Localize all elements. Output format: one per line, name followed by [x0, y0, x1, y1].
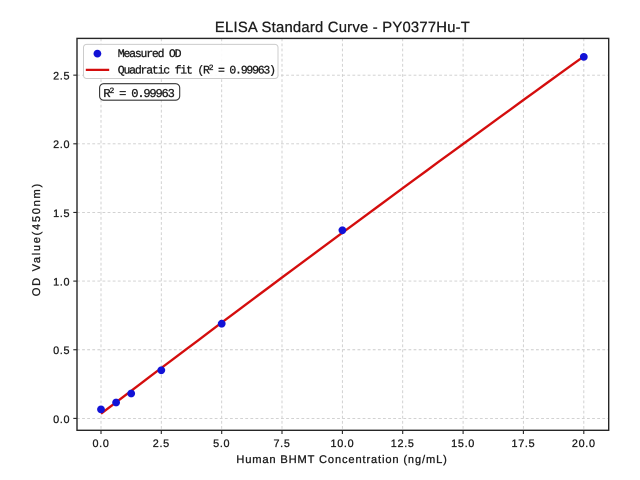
svg-text:0.5: 0.5: [53, 345, 70, 357]
svg-text:Quadratic fit (R2 = 0.99963): Quadratic fit (R2 = 0.99963): [118, 64, 275, 78]
svg-text:OD Value(450nm): OD Value(450nm): [31, 182, 43, 296]
svg-text:7.5: 7.5: [273, 438, 290, 450]
svg-text:5.0: 5.0: [213, 438, 230, 450]
svg-text:1.0: 1.0: [53, 277, 70, 289]
svg-text:1.5: 1.5: [53, 208, 70, 220]
svg-text:2.5: 2.5: [53, 71, 70, 83]
svg-text:2.0: 2.0: [53, 139, 70, 151]
svg-text:17.5: 17.5: [511, 438, 535, 450]
svg-text:0.0: 0.0: [53, 414, 70, 426]
svg-text:ELISA Standard Curve - PY0377H: ELISA Standard Curve - PY0377Hu-T: [215, 20, 470, 36]
svg-text:Measured OD: Measured OD: [118, 48, 182, 61]
svg-text:0.0: 0.0: [92, 438, 109, 450]
svg-text:20.0: 20.0: [572, 438, 596, 450]
svg-text:15.0: 15.0: [451, 438, 475, 450]
svg-text:2.5: 2.5: [153, 438, 170, 450]
svg-text:12.5: 12.5: [391, 438, 415, 450]
svg-text:Human BHMT Concentration (ng/m: Human BHMT Concentration (ng/mL): [236, 454, 447, 466]
svg-text:10.0: 10.0: [330, 438, 354, 450]
svg-text:R2 = 0.99963: R2 = 0.99963: [103, 87, 174, 101]
